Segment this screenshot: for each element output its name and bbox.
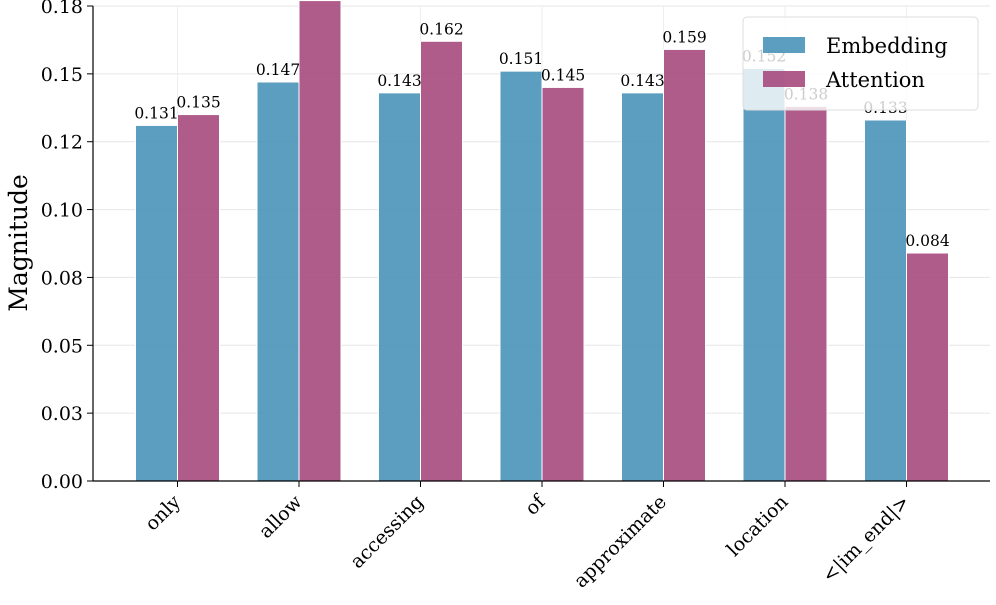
bar-attention (784, 105, 828, 482)
data-label-embedding: 0.147 (256, 61, 300, 79)
bar-embedding (378, 92, 421, 482)
legend-box (742, 16, 979, 111)
bar-attention (663, 48, 706, 482)
y-tick-label: 0.03 (41, 403, 83, 425)
x-tick-label: only (141, 491, 185, 535)
legend-label-embedding: Embedding (826, 34, 948, 58)
data-label-embedding: 0.131 (134, 104, 178, 122)
x-tick-label: of (521, 490, 551, 520)
y-tick-label: 0.12 (41, 132, 83, 154)
bars (135, 0, 949, 482)
x-tick-label: <|im_end|> (818, 491, 914, 587)
bar-embedding (499, 70, 543, 482)
x-tick-label: allow (255, 490, 307, 542)
legend-swatch-attention (763, 71, 805, 87)
data-label-attention: 0.145 (541, 66, 585, 84)
legend-label-attention: Attention (825, 68, 925, 92)
x-tick-label: approximate (570, 491, 671, 592)
bar-embedding (256, 81, 300, 482)
y-tick-label: 0.00 (41, 471, 83, 493)
data-label-embedding: 0.151 (499, 50, 543, 68)
data-label-attention: 0.135 (176, 94, 220, 112)
bar-embedding (135, 124, 178, 482)
data-label-attention: 0.162 (419, 20, 463, 38)
bar-attention (177, 114, 220, 482)
x-tick-label: location (723, 491, 793, 561)
y-tick-label: 0.08 (41, 267, 83, 289)
bar-embedding (742, 67, 786, 482)
x-tick-label: accessing (346, 491, 428, 573)
y-axis-label: Magnitude (4, 174, 33, 312)
bar-embedding (621, 92, 664, 482)
legend: Embedding Attention (742, 16, 979, 111)
y-tick-label: 0.10 (41, 200, 83, 222)
bar-attention (906, 252, 949, 482)
data-label-attention: 0.159 (662, 28, 706, 46)
x-axis-ticks: only allow accessing of approximate location <… (141, 481, 914, 592)
y-axis-ticks: 0.00 0.03 0.05 0.08 0.10 0.12 0.15 0.18 (41, 0, 93, 493)
y-tick-label: 0.15 (41, 64, 83, 86)
bar-attention (420, 40, 463, 482)
y-tick-label: 0.18 (41, 0, 83, 18)
legend-swatch-embedding (763, 37, 805, 53)
data-label-embedding: 0.143 (620, 72, 664, 90)
data-label-embedding: 0.143 (377, 72, 421, 90)
bar-attention (298, 0, 342, 482)
y-tick-label: 0.05 (41, 335, 83, 357)
bar-embedding (864, 119, 907, 482)
bar-attention (541, 86, 585, 482)
data-label-attention: 0.084 (905, 232, 950, 250)
